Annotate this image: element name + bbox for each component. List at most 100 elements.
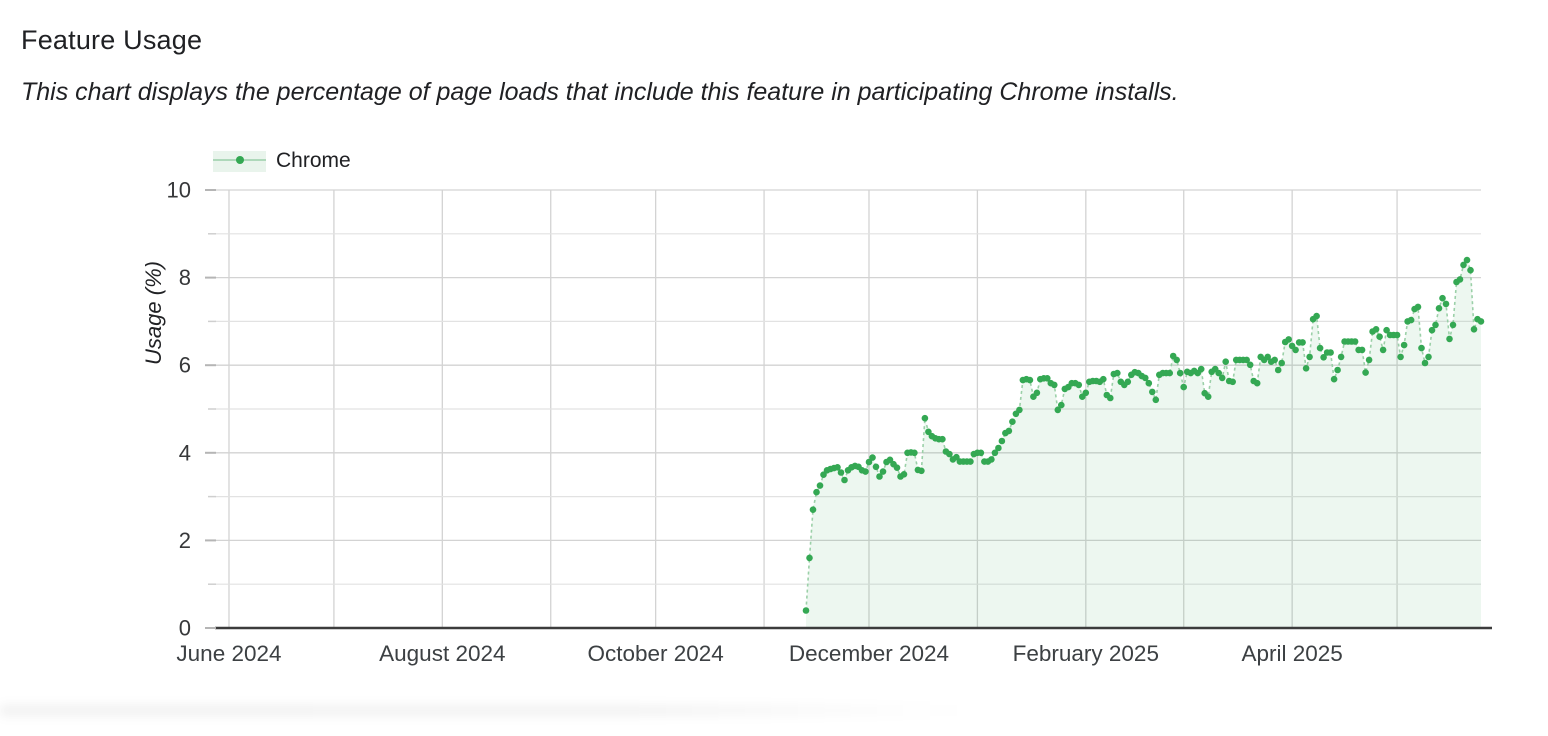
data-point [1383, 326, 1390, 334]
legend-series-dot-icon [236, 155, 244, 164]
data-point [1204, 393, 1212, 401]
data-point [1400, 341, 1408, 349]
legend-label-chrome: Chrome [276, 149, 351, 172]
data-point [1463, 256, 1471, 264]
data-point [1467, 266, 1474, 274]
data-point [995, 444, 1002, 452]
data-point [1058, 401, 1065, 409]
data-point [1351, 338, 1359, 345]
data-point [1229, 378, 1236, 386]
data-point [911, 449, 918, 457]
data-point [1446, 335, 1453, 343]
data-point [1302, 365, 1310, 372]
data-point [862, 468, 869, 475]
data-point [1274, 366, 1282, 374]
data-point [1327, 349, 1334, 356]
data-point [1425, 353, 1432, 361]
data-point [900, 471, 908, 478]
legend-swatch-chrome [213, 150, 266, 172]
card-bottom-shadow [0, 705, 1010, 716]
data-point [925, 428, 932, 436]
y-tick-label: 8 [179, 265, 191, 290]
data-point [1215, 369, 1222, 377]
data-point [820, 471, 827, 479]
data-point [998, 437, 1006, 445]
page-title: Feature Usage [21, 25, 203, 55]
x-tick-label: April 2025 [1241, 641, 1342, 666]
data-point [872, 463, 880, 471]
data-point [1114, 369, 1121, 377]
data-point [1009, 418, 1016, 426]
data-point [918, 467, 925, 475]
data-point [1320, 354, 1327, 361]
data-point [816, 482, 824, 489]
data-point [1362, 369, 1369, 376]
data-point [1432, 321, 1439, 329]
data-point [1100, 375, 1107, 383]
data-point [865, 458, 873, 466]
data-point [1246, 361, 1254, 369]
data-point [1449, 321, 1457, 329]
data-point [1337, 353, 1345, 361]
data-point [893, 464, 901, 472]
data-point [1016, 406, 1023, 414]
data-point [1173, 356, 1180, 364]
data-point [1439, 294, 1446, 302]
x-tick-label: December 2024 [789, 641, 949, 666]
data-point [1285, 336, 1292, 343]
data-point [939, 435, 946, 443]
data-point [1075, 381, 1083, 389]
y-tick-label: 2 [179, 528, 191, 553]
data-point [1166, 369, 1173, 377]
data-point [837, 469, 845, 476]
data-point [876, 473, 883, 480]
data-point [1176, 369, 1184, 377]
data-point [1428, 326, 1436, 334]
data-point [1253, 379, 1261, 387]
y-tick-label: 6 [179, 353, 191, 378]
data-point [1460, 261, 1467, 269]
data-point [1033, 389, 1041, 397]
data-point [1107, 394, 1114, 402]
data-point [1306, 353, 1313, 361]
data-point [1271, 356, 1278, 364]
data-point [967, 458, 974, 465]
data-point [1044, 375, 1051, 382]
data-point [1397, 353, 1404, 361]
data-point [1142, 374, 1149, 382]
series-area-fill [806, 260, 1481, 628]
data-point [1358, 346, 1366, 354]
data-point [1054, 406, 1062, 414]
chart-subtitle: This chart displays the percentage of pa… [21, 78, 1179, 106]
data-point [1264, 353, 1271, 361]
data-point [1442, 300, 1450, 308]
x-tick-label: February 2025 [1013, 641, 1159, 666]
y-tick-label: 10 [167, 178, 191, 203]
data-point [1082, 389, 1090, 397]
data-point [1421, 359, 1429, 367]
data-point [1477, 318, 1485, 325]
data-point [953, 453, 960, 461]
data-point [1243, 356, 1250, 364]
data-point [1292, 346, 1299, 354]
data-point [1180, 383, 1187, 391]
x-tick-label: June 2024 [176, 641, 281, 666]
data-point [806, 554, 813, 562]
data-point [1222, 358, 1229, 366]
data-point [1278, 359, 1285, 367]
data-point [1379, 346, 1387, 354]
data-point [1299, 339, 1306, 346]
data-point [1334, 366, 1341, 374]
data-point [1197, 365, 1205, 373]
data-point [1365, 356, 1373, 364]
data-point [1407, 316, 1415, 324]
data-point [1026, 376, 1034, 384]
data-point [1330, 375, 1338, 383]
x-tick-label: August 2024 [379, 641, 505, 666]
chart-legend: Chrome [213, 149, 351, 173]
data-point [1005, 427, 1013, 435]
data-point [1470, 326, 1478, 333]
data-point [1372, 326, 1380, 333]
data-point [1313, 312, 1320, 320]
